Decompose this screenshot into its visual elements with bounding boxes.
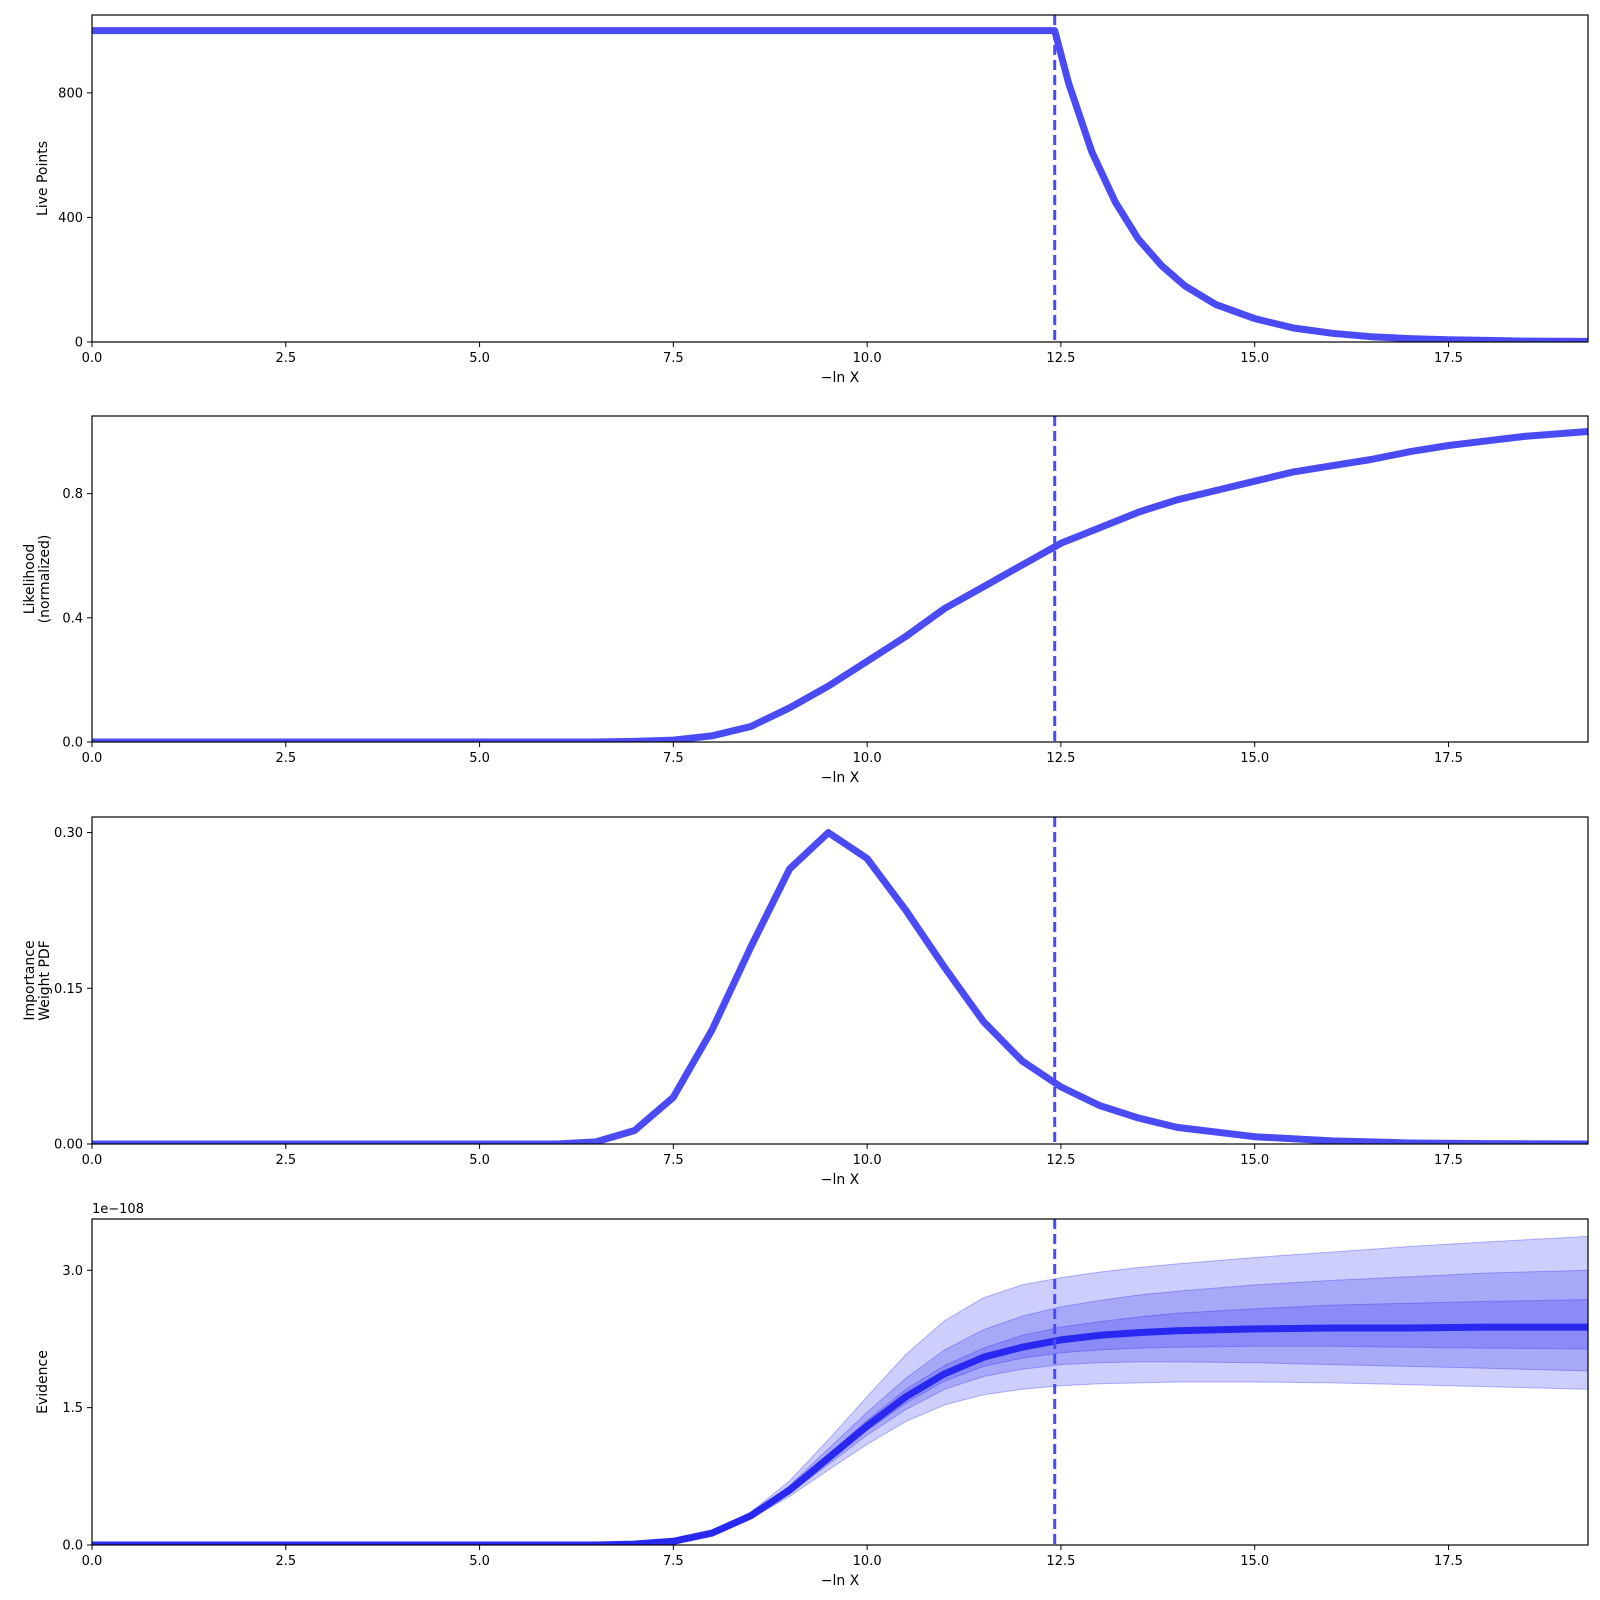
panel-4: 0.0 2.5 5.0 7.5 10.0 12.5 15.0 17.5 0.0 1.5 3.0 −ln… [35, 1202, 1589, 1589]
x-tick-label: 15.0 [1240, 751, 1269, 766]
y-tick-label: 0.00 [54, 1138, 83, 1153]
y-tick-label: 0.15 [54, 982, 83, 997]
axes-frame [91, 816, 1589, 1145]
x-tick-label: 12.5 [1046, 1153, 1075, 1168]
uncertainty-band-1 [92, 1235, 1588, 1545]
x-tick-label: 5.0 [469, 351, 490, 366]
y-axis-label: Live Points [35, 141, 51, 216]
x-tick-label: 17.5 [1434, 751, 1463, 766]
panel-3: 0.0 2.5 5.0 7.5 10.0 12.5 15.0 17.5 0.00 0.15 0.30… [22, 816, 1589, 1188]
y-axis-label: Weight PDF [37, 940, 53, 1021]
x-tick-label: 15.0 [1240, 351, 1269, 366]
x-tick-label: 12.5 [1046, 351, 1075, 366]
series-line-1 [92, 27, 1588, 342]
x-tick-label: 5.0 [469, 751, 490, 766]
x-tick-label: 2.5 [275, 1554, 296, 1569]
x-axis-label: −ln X [821, 1573, 860, 1589]
series-line-1 [92, 829, 1588, 1144]
y-axis-label: Evidence [35, 1350, 51, 1414]
y-tick-label: 0.30 [54, 826, 83, 841]
x-tick-label: 17.5 [1434, 1554, 1463, 1569]
series-line-1 [92, 428, 1588, 742]
x-tick-label: 5.0 [469, 1153, 490, 1168]
x-tick-label: 10.0 [853, 1153, 882, 1168]
x-tick-label: 0.0 [82, 1153, 103, 1168]
y-axis-label: (normalized) [37, 535, 53, 624]
y-tick-label: 400 [58, 211, 83, 226]
x-tick-label: 2.5 [275, 751, 296, 766]
x-tick-label: 15.0 [1240, 1153, 1269, 1168]
x-tick-label: 7.5 [663, 751, 684, 766]
x-axis-label: −ln X [821, 370, 860, 386]
y-tick-label: 0.4 [62, 611, 83, 626]
uncertainty-band-2 [92, 1269, 1588, 1545]
x-tick-label: 10.0 [853, 351, 882, 366]
y-tick-label: 3.0 [62, 1264, 83, 1279]
panel-1: 0.0 2.5 5.0 7.5 10.0 12.5 15.0 17.5 0 400 800 −ln X… [35, 14, 1589, 386]
x-tick-label: 7.5 [663, 1554, 684, 1569]
x-axis-label: −ln X [821, 770, 860, 786]
x-tick-label: 12.5 [1046, 751, 1075, 766]
x-tick-label: 17.5 [1434, 1153, 1463, 1168]
scale-label: 1e−108 [92, 1202, 144, 1217]
x-tick-label: 5.0 [469, 1554, 490, 1569]
y-tick-label: 1.5 [62, 1401, 83, 1416]
plot-area [92, 817, 1588, 1144]
evidence-line [92, 1323, 1588, 1545]
y-tick-label: 0.8 [62, 487, 83, 502]
plot-area [92, 15, 1588, 342]
x-tick-label: 17.5 [1434, 351, 1463, 366]
x-axis-label: −ln X [821, 1172, 860, 1188]
x-tick-label: 7.5 [663, 1153, 684, 1168]
y-tick-label: 0 [75, 336, 83, 351]
y-tick-label: 0.0 [62, 736, 83, 751]
x-tick-label: 10.0 [853, 751, 882, 766]
y-axis-label: Importance [22, 940, 38, 1020]
y-tick-label: 800 [58, 86, 83, 101]
axes-frame [91, 14, 1589, 343]
axes-frame [91, 415, 1589, 743]
plot-area [92, 416, 1588, 742]
x-tick-label: 0.0 [82, 751, 103, 766]
x-tick-label: 0.0 [82, 1554, 103, 1569]
y-tick-label: 0.0 [62, 1539, 83, 1554]
x-tick-label: 12.5 [1046, 1554, 1075, 1569]
uncertainty-band-3 [92, 1299, 1588, 1545]
x-tick-label: 2.5 [275, 351, 296, 366]
plot-area [92, 1219, 1588, 1545]
panel-2: 0.0 2.5 5.0 7.5 10.0 12.5 15.0 17.5 0.0 0.4 0.8 −ln… [22, 415, 1589, 786]
axes-frame [91, 1218, 1589, 1546]
y-axis-label: Likelihood [22, 544, 38, 615]
x-tick-label: 15.0 [1240, 1554, 1269, 1569]
x-tick-label: 0.0 [82, 351, 103, 366]
x-tick-label: 7.5 [663, 351, 684, 366]
x-tick-label: 10.0 [853, 1554, 882, 1569]
x-tick-label: 2.5 [275, 1153, 296, 1168]
